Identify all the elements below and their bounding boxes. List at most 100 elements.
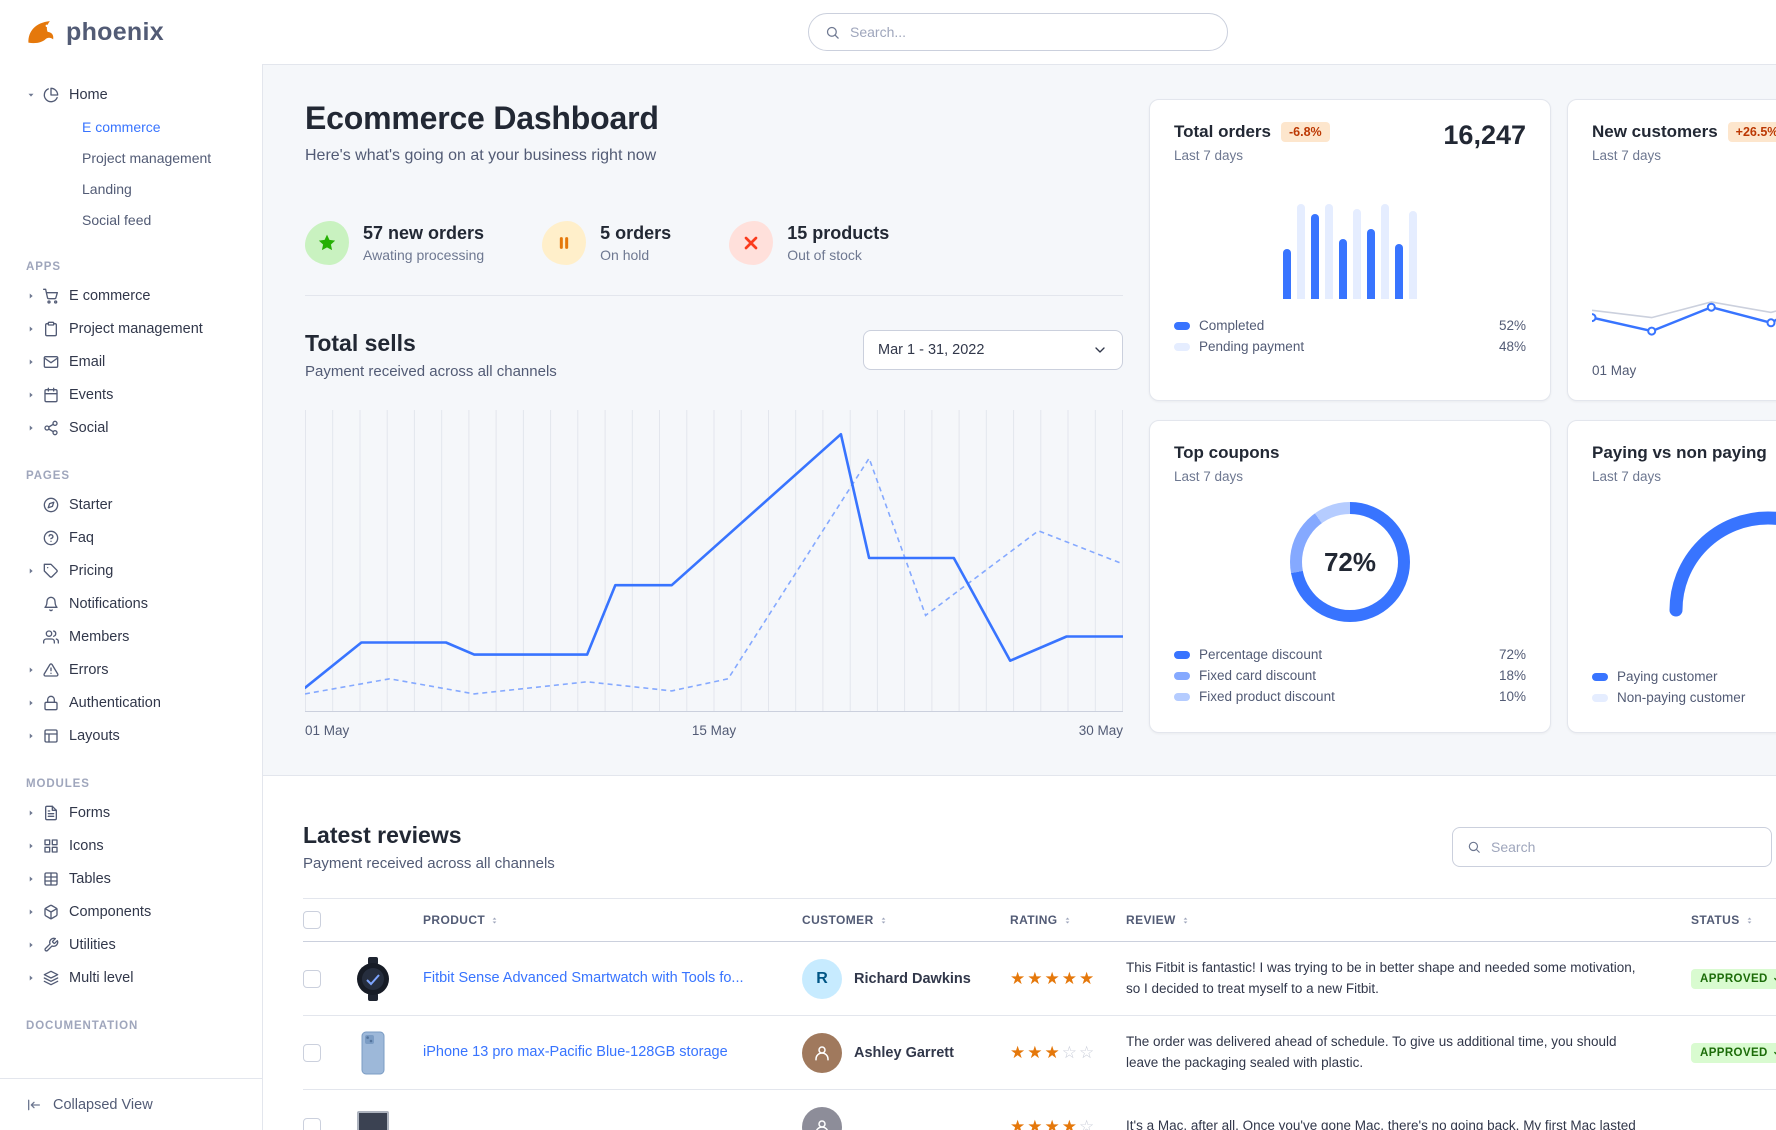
row-checkbox[interactable] [303,1043,321,1062]
sidebar-item-home[interactable]: Home [0,78,262,111]
sidebar-item-pricing[interactable]: Pricing [0,554,262,587]
column-header-product[interactable]: PRODUCT [423,913,499,927]
review-row: iPhone 13 pro max-Pacific Blue-128GB sto… [303,1016,1776,1090]
sidebar-item-starter[interactable]: Starter [0,488,262,521]
date-range-select[interactable]: Mar 1 - 31, 2022 [863,330,1123,371]
column-header-customer[interactable]: CUSTOMER [802,913,888,927]
sort-icon [1745,916,1754,925]
product-image[interactable] [347,1027,399,1079]
product-link[interactable]: iPhone 13 pro max-Pacific Blue-128GB sto… [423,1043,728,1060]
stat-label: On hold [600,247,650,264]
clipboard-icon [43,321,69,337]
customer-avatar: R [802,958,842,999]
reviews-title: Latest reviews [303,822,462,848]
total-orders-value: 16,247 [1443,120,1526,150]
bell-icon [43,596,69,612]
total-sells-subtitle: Payment received across all channels [305,363,557,381]
sidebar-item-label: Home [69,86,108,103]
sidebar-item-layouts[interactable]: Layouts [0,719,262,752]
column-header-rating[interactable]: RATING [1010,913,1072,927]
global-search[interactable] [808,13,1228,51]
order-bar [1339,239,1347,299]
sort-icon [879,916,888,925]
sidebar-item-forms[interactable]: Forms [0,796,262,829]
caret-right-icon [26,808,43,818]
grid-icon [43,838,69,854]
reviews-search-input[interactable] [1491,839,1757,855]
calendar-icon [43,387,69,403]
brand[interactable]: phoenix [24,16,164,49]
caret-right-icon [26,698,43,708]
sidebar-item-components[interactable]: Components [0,895,262,928]
table-icon [43,871,69,887]
select-all-checkbox[interactable] [303,911,321,929]
sidebar-item-multi-level[interactable]: Multi level [0,961,262,994]
sidebar-item-faq[interactable]: Faq [0,521,262,554]
customer-avatar [802,1032,842,1073]
sidebar-item-label: Errors [69,661,109,678]
legend-value: 72% [1498,647,1526,662]
total-orders-card: Total orders -6.8% Last 7 days 16,247 Co… [1149,99,1551,401]
sidebar-subitem-landing[interactable]: Landing [82,180,132,197]
latest-reviews-section: Latest reviews Payment received across a… [263,776,1776,1130]
sidebar-item-errors[interactable]: Errors [0,653,262,686]
caret-right-icon [26,940,43,950]
new-customers-chart [1587,250,1776,357]
sidebar-item-e-commerce[interactable]: E commerce [0,279,262,312]
customer-cell[interactable]: Ashley Garrett [802,1032,954,1073]
rating-stars: ★★★★★ [1010,968,1097,988]
sidebar-item-label: Multi level [69,969,134,986]
order-bar [1297,204,1305,299]
product-image[interactable] [347,953,399,1005]
legend-swatch [1592,672,1608,681]
sidebar-item-notifications[interactable]: Notifications [0,587,262,620]
customer-cell[interactable] [802,1106,854,1130]
sidebar-subitem-e-commerce[interactable]: E commerce [82,118,161,135]
star-icon [305,221,349,266]
sidebar-item-authentication[interactable]: Authentication [0,686,262,719]
sort-icon [1063,916,1072,925]
sidebar-item-social[interactable]: Social [0,411,262,444]
product-image[interactable] [347,1101,399,1130]
sidebar-item-utilities[interactable]: Utilities [0,928,262,961]
sidebar-item-project-management[interactable]: Project management [0,312,262,345]
caret-right-icon [26,907,43,917]
rating-stars: ★★★★☆ [1010,1116,1097,1130]
product-link[interactable]: Fitbit Sense Advanced Smartwatch with To… [423,969,744,986]
order-bar [1283,249,1291,299]
stat-value: 5 orders [600,223,672,244]
customer-cell[interactable]: R Richard Dawkins [802,958,971,999]
global-search-input[interactable] [850,24,1211,40]
legend-label: Paying customer [1617,669,1718,684]
reviews-search[interactable] [1452,827,1772,867]
column-header-review[interactable]: REVIEW [1126,913,1190,927]
hero-left: Ecommerce Dashboard Here's what's going … [303,99,1125,775]
sidebar-item-label: Starter [69,496,113,513]
help-icon [43,530,69,546]
legend-label: Pending payment [1199,339,1305,354]
top-coupons-period: Last 7 days [1174,469,1244,484]
column-header-status[interactable]: STATUS [1691,913,1754,927]
order-bar [1381,204,1389,299]
sidebar-item-icons[interactable]: Icons [0,829,262,862]
caret-right-icon [26,731,43,741]
sidebar-subitem-social-feed[interactable]: Social feed [82,211,152,228]
sidebar-subitem-project-management[interactable]: Project management [82,149,212,166]
sidebar-item-email[interactable]: Email [0,345,262,378]
collapsed-view-toggle[interactable]: Collapsed View [0,1078,262,1130]
new-customers-x-label: 01 May [1592,363,1637,378]
package-icon [43,904,69,920]
total-orders-title: Total orders [1174,122,1271,141]
review-text: This Fitbit is fantastic! I was trying t… [1126,960,1636,996]
sidebar-item-members[interactable]: Members [0,620,262,653]
row-checkbox[interactable] [303,1117,321,1130]
share-icon [43,420,69,436]
sidebar-section-pages: PAGES [26,470,70,482]
sidebar-item-events[interactable]: Events [0,378,262,411]
row-checkbox[interactable] [303,969,321,988]
sidebar-item-tables[interactable]: Tables [0,862,262,895]
stat-label: Out of stock [787,247,862,264]
phoenix-logo-icon [24,16,57,49]
customer-name: Richard Dawkins [854,970,971,987]
